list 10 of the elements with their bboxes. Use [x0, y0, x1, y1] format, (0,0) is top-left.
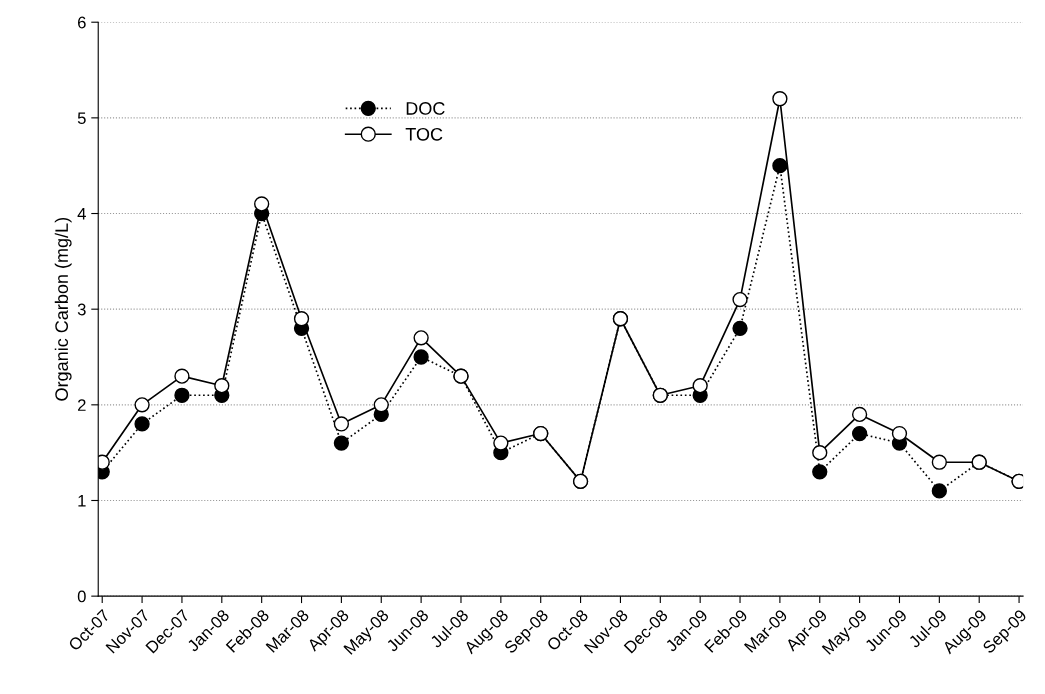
y-axis-title: Organic Carbon (mg/L) [54, 217, 72, 401]
y-tick-label: 5 [77, 112, 86, 125]
y-tick-label: 4 [77, 208, 86, 220]
y-tick-label: 1 [78, 495, 86, 507]
legend-label: DOC [406, 102, 445, 115]
y-tick-label: 6 [78, 16, 86, 29]
y-tick-label: 2 [77, 399, 86, 411]
legend-label: TOC [405, 127, 443, 141]
y-tick-label: 3 [77, 303, 86, 316]
y-tick-label: 0 [77, 590, 86, 603]
